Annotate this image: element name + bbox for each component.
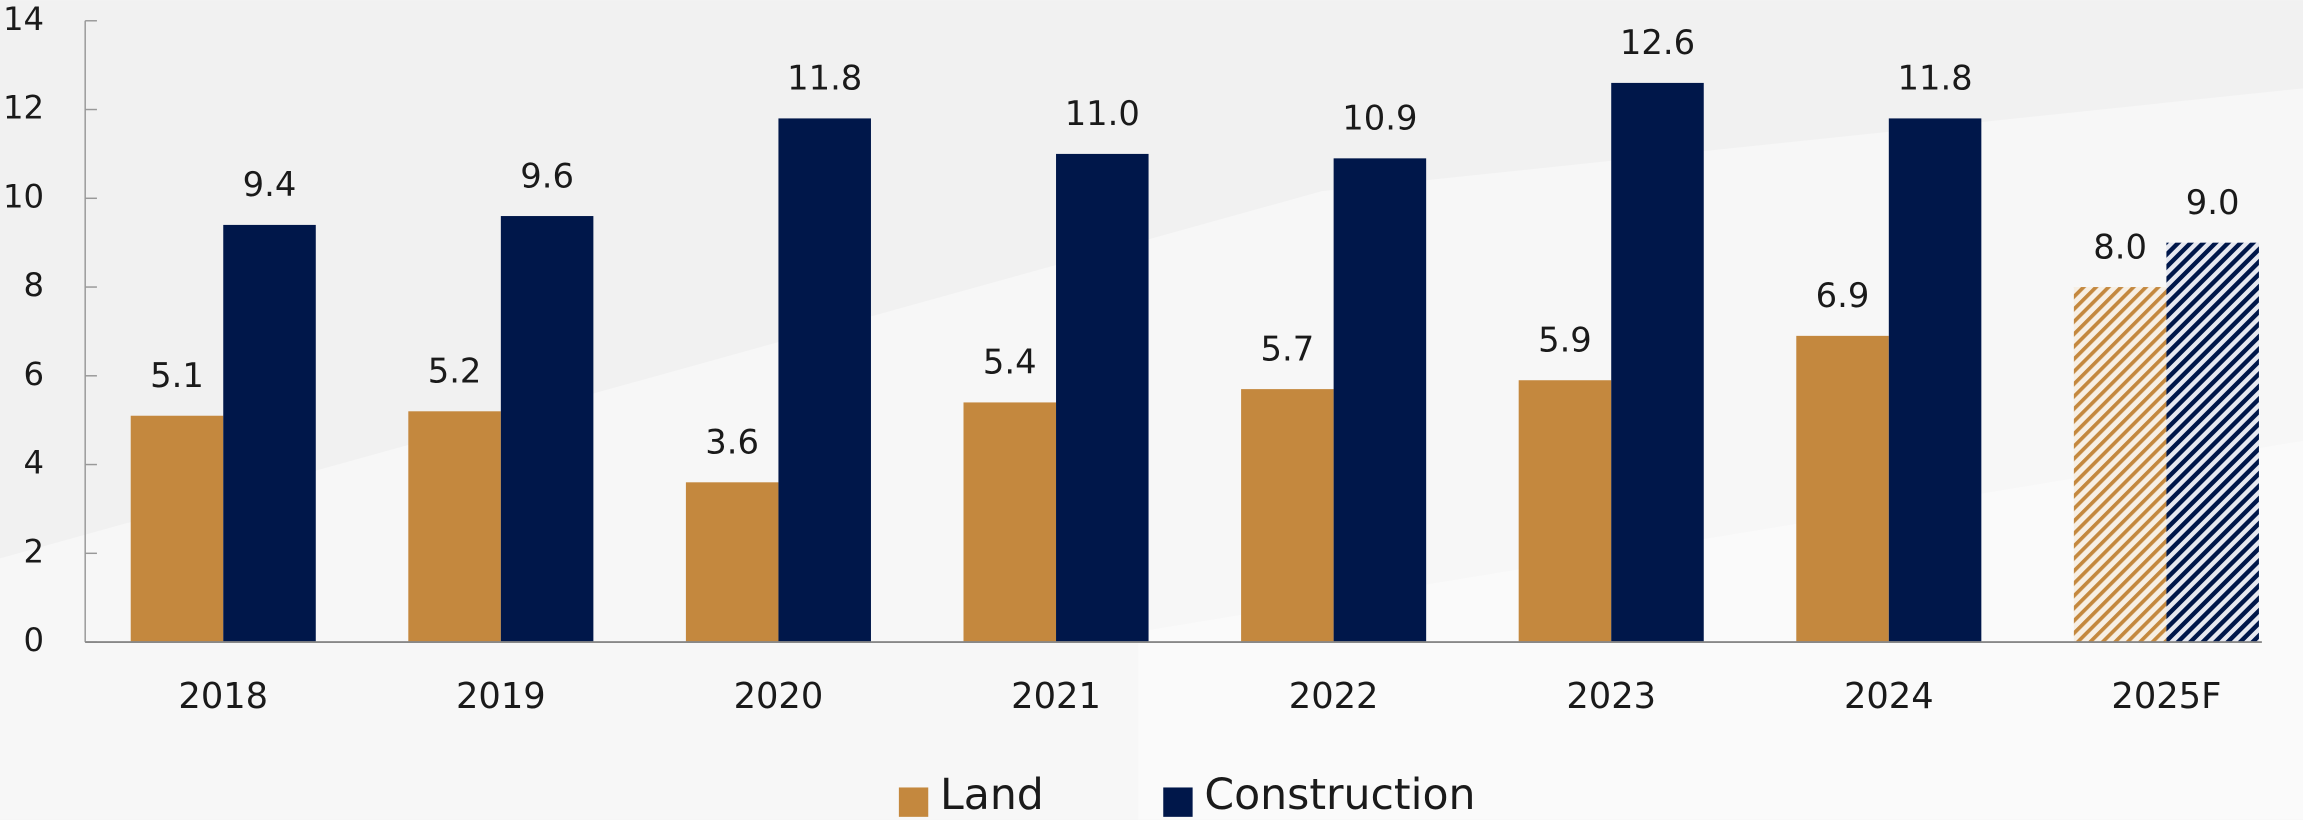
- background-shape: [1138, 440, 2303, 820]
- value-label: 10.9: [1342, 99, 1417, 138]
- bar: [685, 482, 779, 643]
- legend-label: Construction: [1204, 770, 1475, 820]
- y-tick-label: 0: [23, 621, 44, 659]
- bar: [2166, 242, 2259, 643]
- value-label: 11.8: [787, 59, 862, 98]
- value-label: 5.1: [150, 356, 204, 395]
- y-tick-label: 4: [23, 444, 44, 482]
- value-label: 6.9: [1816, 276, 1870, 315]
- bar: [1056, 153, 1149, 643]
- y-tick-label: 8: [23, 266, 44, 304]
- y-tick-label: 14: [3, 0, 44, 38]
- bar: [2073, 287, 2167, 643]
- y-tick-label: 10: [3, 177, 44, 215]
- value-label: 8.0: [2093, 227, 2147, 266]
- x-tick-label: 2022: [1289, 676, 1379, 717]
- value-label: 9.4: [243, 165, 297, 204]
- bar: [778, 118, 871, 643]
- value-label: 5.9: [1538, 321, 1592, 360]
- x-tick-label: 2025F: [2111, 676, 2221, 717]
- x-tick-label: 2021: [1011, 676, 1101, 717]
- bar: [1796, 335, 1889, 643]
- y-tick-label: 6: [23, 355, 44, 393]
- legend-label: Land: [940, 770, 1044, 820]
- value-label: 9.6: [520, 156, 574, 195]
- x-tick-label: 2024: [1844, 676, 1934, 717]
- bar: [500, 216, 594, 643]
- value-label: 5.2: [428, 352, 482, 391]
- bar: [963, 402, 1057, 643]
- value-label: 11.8: [1897, 59, 1972, 98]
- y-tick-label: 2: [23, 532, 44, 570]
- bar: [408, 411, 501, 643]
- bar: [1611, 82, 1704, 643]
- bar: [1518, 380, 1612, 643]
- bar: [1888, 118, 1982, 643]
- y-tick-label: 12: [3, 89, 44, 127]
- legend-swatch: [1163, 787, 1193, 817]
- legend-swatch: [898, 787, 929, 817]
- bar: [1241, 389, 1334, 643]
- bar: [223, 224, 316, 643]
- x-tick-label: 2020: [734, 676, 824, 717]
- value-label: 12.6: [1620, 23, 1695, 62]
- value-label: 5.4: [983, 343, 1037, 382]
- value-label: 9.0: [2186, 183, 2240, 222]
- value-label: 5.7: [1261, 329, 1315, 368]
- bar: [1333, 158, 1427, 643]
- value-label: 11.0: [1065, 94, 1140, 133]
- x-tick-label: 2019: [456, 676, 546, 717]
- x-tick-label: 2018: [178, 676, 268, 717]
- x-tick-label: 2023: [1566, 676, 1656, 717]
- value-label: 3.6: [705, 423, 759, 462]
- bar: [130, 415, 224, 643]
